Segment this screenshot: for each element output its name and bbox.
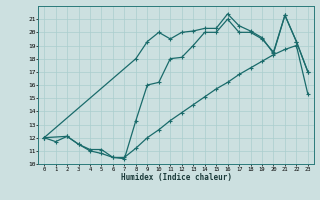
X-axis label: Humidex (Indice chaleur): Humidex (Indice chaleur): [121, 173, 231, 182]
